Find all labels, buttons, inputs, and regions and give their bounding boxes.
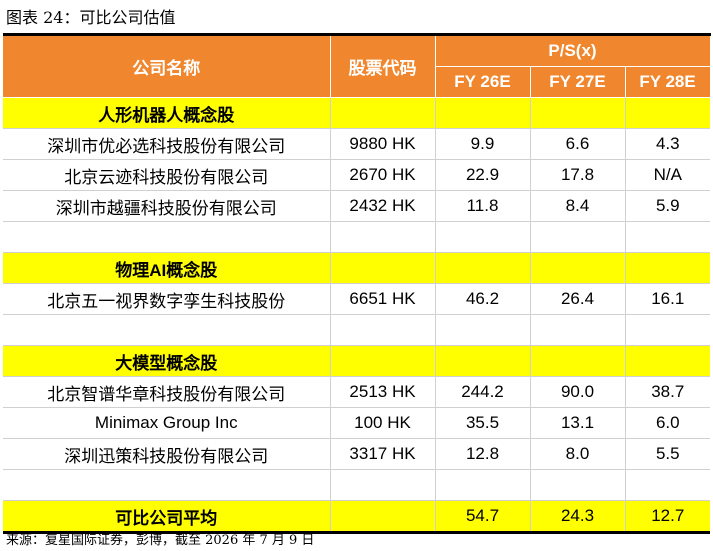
ps-value: 22.9: [435, 159, 531, 191]
ticker: 2513 HK: [330, 376, 436, 408]
empty-cell: [330, 97, 436, 129]
data-row: 深圳市越疆科技股份有限公司 2432 HK 11.8 8.4 5.9: [3, 190, 711, 222]
data-row: 北京智谱华章科技股份有限公司 2513 HK 244.2 90.0 38.7: [3, 376, 711, 408]
empty-cell: [530, 345, 626, 377]
ticker: 100 HK: [330, 407, 436, 439]
ps-value: 5.9: [625, 190, 711, 222]
ps-value: 26.4: [530, 283, 626, 315]
ps-value: 6.6: [530, 128, 626, 160]
empty-cell: [530, 252, 626, 284]
ticker: 2432 HK: [330, 190, 436, 222]
empty-cell: [435, 469, 531, 501]
section-label: 物理AI概念股: [3, 252, 331, 284]
ps-value: N/A: [625, 159, 711, 191]
ps-value: 38.7: [625, 376, 711, 408]
data-row: Minimax Group Inc 100 HK 35.5 13.1 6.0: [3, 407, 711, 439]
source-note: 来源：复星国际证券，彭博，截至 2026 年 7 月 9 日: [6, 533, 315, 548]
section-row: 大模型概念股: [3, 345, 711, 377]
data-row: 北京五一视界数字孪生科技股份 6651 HK 46.2 26.4 16.1: [3, 283, 711, 315]
company-name: 深圳迅策科技股份有限公司: [3, 438, 331, 470]
empty-cell: [625, 345, 711, 377]
empty-cell: [530, 469, 626, 501]
company-name: 北京云迹科技股份有限公司: [3, 159, 331, 191]
company-name: 深圳市越疆科技股份有限公司: [3, 190, 331, 222]
data-row: 北京云迹科技股份有限公司 2670 HK 22.9 17.8 N/A: [3, 159, 711, 191]
empty-cell: [330, 500, 436, 533]
valuation-table: 公司名称 股票代码 P/S(x) FY 26E FY 27E FY 28E 人形…: [3, 33, 711, 534]
empty-cell: [330, 314, 436, 346]
header-cell: FY 26E: [435, 66, 531, 98]
company-name: 北京五一视界数字孪生科技股份: [3, 283, 331, 315]
empty-cell: [330, 252, 436, 284]
header-cell: FY 28E: [625, 66, 711, 98]
section-label: 人形机器人概念股: [3, 97, 331, 129]
header-cell: 公司名称: [3, 34, 331, 98]
ps-value: 6.0: [625, 407, 711, 439]
figure-title: 图表 24：可比公司估值: [6, 8, 176, 27]
ps-value: 8.4: [530, 190, 626, 222]
spacer-row: [3, 221, 711, 253]
empty-cell: [625, 252, 711, 284]
ticker: 3317 HK: [330, 438, 436, 470]
empty-cell: [530, 221, 626, 253]
ps-value: 9.9: [435, 128, 531, 160]
average-value: 54.7: [435, 500, 531, 533]
average-value: 24.3: [530, 500, 626, 533]
ps-value: 17.8: [530, 159, 626, 191]
ticker: 2670 HK: [330, 159, 436, 191]
empty-cell: [330, 469, 436, 501]
header-cell: 股票代码: [330, 34, 436, 98]
ps-value: 90.0: [530, 376, 626, 408]
empty-cell: [330, 221, 436, 253]
header-row: 公司名称 股票代码 P/S(x): [3, 34, 711, 98]
empty-cell: [435, 314, 531, 346]
ps-value: 12.8: [435, 438, 531, 470]
empty-cell: [435, 221, 531, 253]
ps-value: 4.3: [625, 128, 711, 160]
ps-value: 13.1: [530, 407, 626, 439]
empty-cell: [625, 97, 711, 129]
ticker: 9880 HK: [330, 128, 436, 160]
header-cell: FY 27E: [530, 66, 626, 98]
section-row: 人形机器人概念股: [3, 97, 711, 129]
company-name: 北京智谱华章科技股份有限公司: [3, 376, 331, 408]
company-name: 深圳市优必选科技股份有限公司: [3, 128, 331, 160]
ps-value: 16.1: [625, 283, 711, 315]
ps-value: 11.8: [435, 190, 531, 222]
company-name: Minimax Group Inc: [3, 407, 331, 439]
header-cell: P/S(x): [435, 34, 711, 67]
ps-value: 5.5: [625, 438, 711, 470]
spacer-row: [3, 314, 711, 346]
data-row: 深圳迅策科技股份有限公司 3317 HK 12.8 8.0 5.5: [3, 438, 711, 470]
ps-value: 8.0: [530, 438, 626, 470]
empty-cell: [530, 97, 626, 129]
ps-value: 35.5: [435, 407, 531, 439]
average-row: 可比公司平均 54.7 24.3 12.7: [3, 500, 711, 533]
section-label: 大模型概念股: [3, 345, 331, 377]
empty-cell: [625, 469, 711, 501]
spacer-row: [3, 469, 711, 501]
empty-cell: [435, 97, 531, 129]
empty-cell: [3, 314, 331, 346]
header-row: FY 26E FY 27E FY 28E: [3, 66, 711, 98]
data-row: 深圳市优必选科技股份有限公司 9880 HK 9.9 6.6 4.3: [3, 128, 711, 160]
empty-cell: [625, 314, 711, 346]
empty-cell: [330, 345, 436, 377]
empty-cell: [435, 345, 531, 377]
empty-cell: [625, 221, 711, 253]
empty-cell: [435, 252, 531, 284]
average-label: 可比公司平均: [3, 500, 331, 533]
ps-value: 244.2: [435, 376, 531, 408]
ps-value: 46.2: [435, 283, 531, 315]
empty-cell: [530, 314, 626, 346]
average-value: 12.7: [625, 500, 711, 533]
empty-cell: [3, 221, 331, 253]
ticker: 6651 HK: [330, 283, 436, 315]
empty-cell: [3, 469, 331, 501]
section-row: 物理AI概念股: [3, 252, 711, 284]
